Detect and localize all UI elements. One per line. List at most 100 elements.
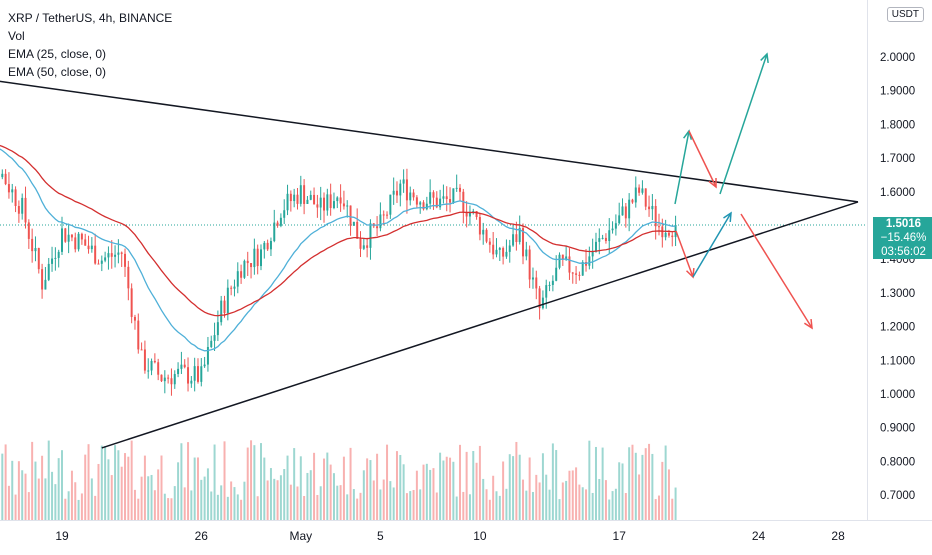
candle-body [167,377,170,379]
candle-body [366,245,369,248]
volume-bar [127,456,130,520]
volume-bar [47,440,50,520]
arrow-down-3[interactable] [740,213,813,330]
candle-body [90,245,93,250]
volume-bar [412,490,415,520]
arrow-up-2[interactable] [719,52,769,195]
candle-body [459,187,461,192]
candle-body [160,374,163,382]
candle-body [173,374,176,385]
candle-body [518,228,521,243]
volume-bar [492,475,495,520]
arrow-up-3[interactable] [692,211,732,278]
candle-body [316,204,319,208]
candle-body [256,248,259,267]
indicator-ema25[interactable]: EMA (25, close, 0) [8,47,107,61]
candle-body [200,366,203,382]
arrow-down-2[interactable] [675,230,695,279]
candle-body [110,253,113,257]
candle-body [37,248,40,270]
volume-bar [303,495,306,520]
volume-bar [349,447,352,520]
volume-bar [190,490,193,520]
volume-bar [372,480,375,520]
volume-bar [196,457,199,520]
volume-bar [531,491,534,520]
volume-bar [661,461,664,520]
ascending-trendline[interactable] [101,201,859,449]
candle-body [349,205,352,226]
last-price-label: 1.5016 −15.46% 03:56:02 [873,217,932,259]
candle-body [230,287,233,289]
candle-body [512,234,515,246]
x-tick-label: 26 [195,529,209,543]
candle-body [581,261,584,276]
volume-bar [462,491,465,520]
candle-body [193,366,196,381]
volume-bar [518,454,521,520]
candle-body [153,360,156,363]
volume-bar [70,470,73,520]
volume-bar [64,498,67,520]
volume-bar [183,487,186,520]
bar-countdown: 03:56:02 [881,246,926,258]
arrow-down-1[interactable] [688,130,717,189]
arrow-up-1[interactable] [674,129,693,205]
volume-bar [588,440,591,520]
volume-bar [362,470,365,520]
candle-body [196,366,199,382]
indicator-vol[interactable]: Vol [8,29,25,43]
ema50-line [0,144,676,317]
indicator-ema50[interactable]: EMA (50, close, 0) [8,65,107,79]
descending-trendline[interactable] [0,70,859,203]
volume-bar [395,451,398,520]
candle-body [276,222,279,226]
candle-body [362,245,365,249]
volume-bar [459,444,461,520]
volume-bar [203,476,206,520]
volume-bar [67,491,70,520]
candle-body [439,198,442,208]
volume-bar [243,481,246,520]
volume-bar [223,441,226,520]
y-tick-label: 0.9000 [880,423,915,435]
candle-body [422,202,425,210]
volume-bar [143,455,146,520]
candle-body [508,245,511,252]
volume-bar [495,491,498,520]
volume-bar [90,478,93,520]
x-tick-label: 19 [55,529,69,543]
volume-bar [667,469,670,520]
candle-body [24,197,27,223]
candle-body [621,206,624,216]
volume-bar [386,444,389,520]
arrow-down-1-head [708,177,717,189]
candle-body [64,228,67,242]
volume-bar [233,487,236,520]
candle-body [77,233,80,250]
volume-bar [177,462,180,520]
volume-bar [200,479,203,520]
volume-bar [54,484,57,520]
candle-body [604,237,607,242]
candle-body [80,233,83,240]
candle-body [346,205,349,207]
volume-bar [313,452,316,520]
volume-bar [173,486,176,520]
candle-body [94,245,97,264]
symbol-title[interactable]: XRP / TetherUS, 4h, BINANCE [8,11,173,25]
candle-body [482,229,485,235]
volume-bar [422,464,425,520]
candle-body [545,285,548,298]
currency-tag[interactable]: USDT [886,7,924,22]
volume-bar [634,452,637,520]
volume-bar [210,491,213,520]
candle-body [667,232,670,236]
volume-bar [57,458,60,520]
volume-bar [578,484,581,520]
candle-body [177,368,180,375]
volume-bar [157,469,160,520]
volume-bar [624,493,627,520]
